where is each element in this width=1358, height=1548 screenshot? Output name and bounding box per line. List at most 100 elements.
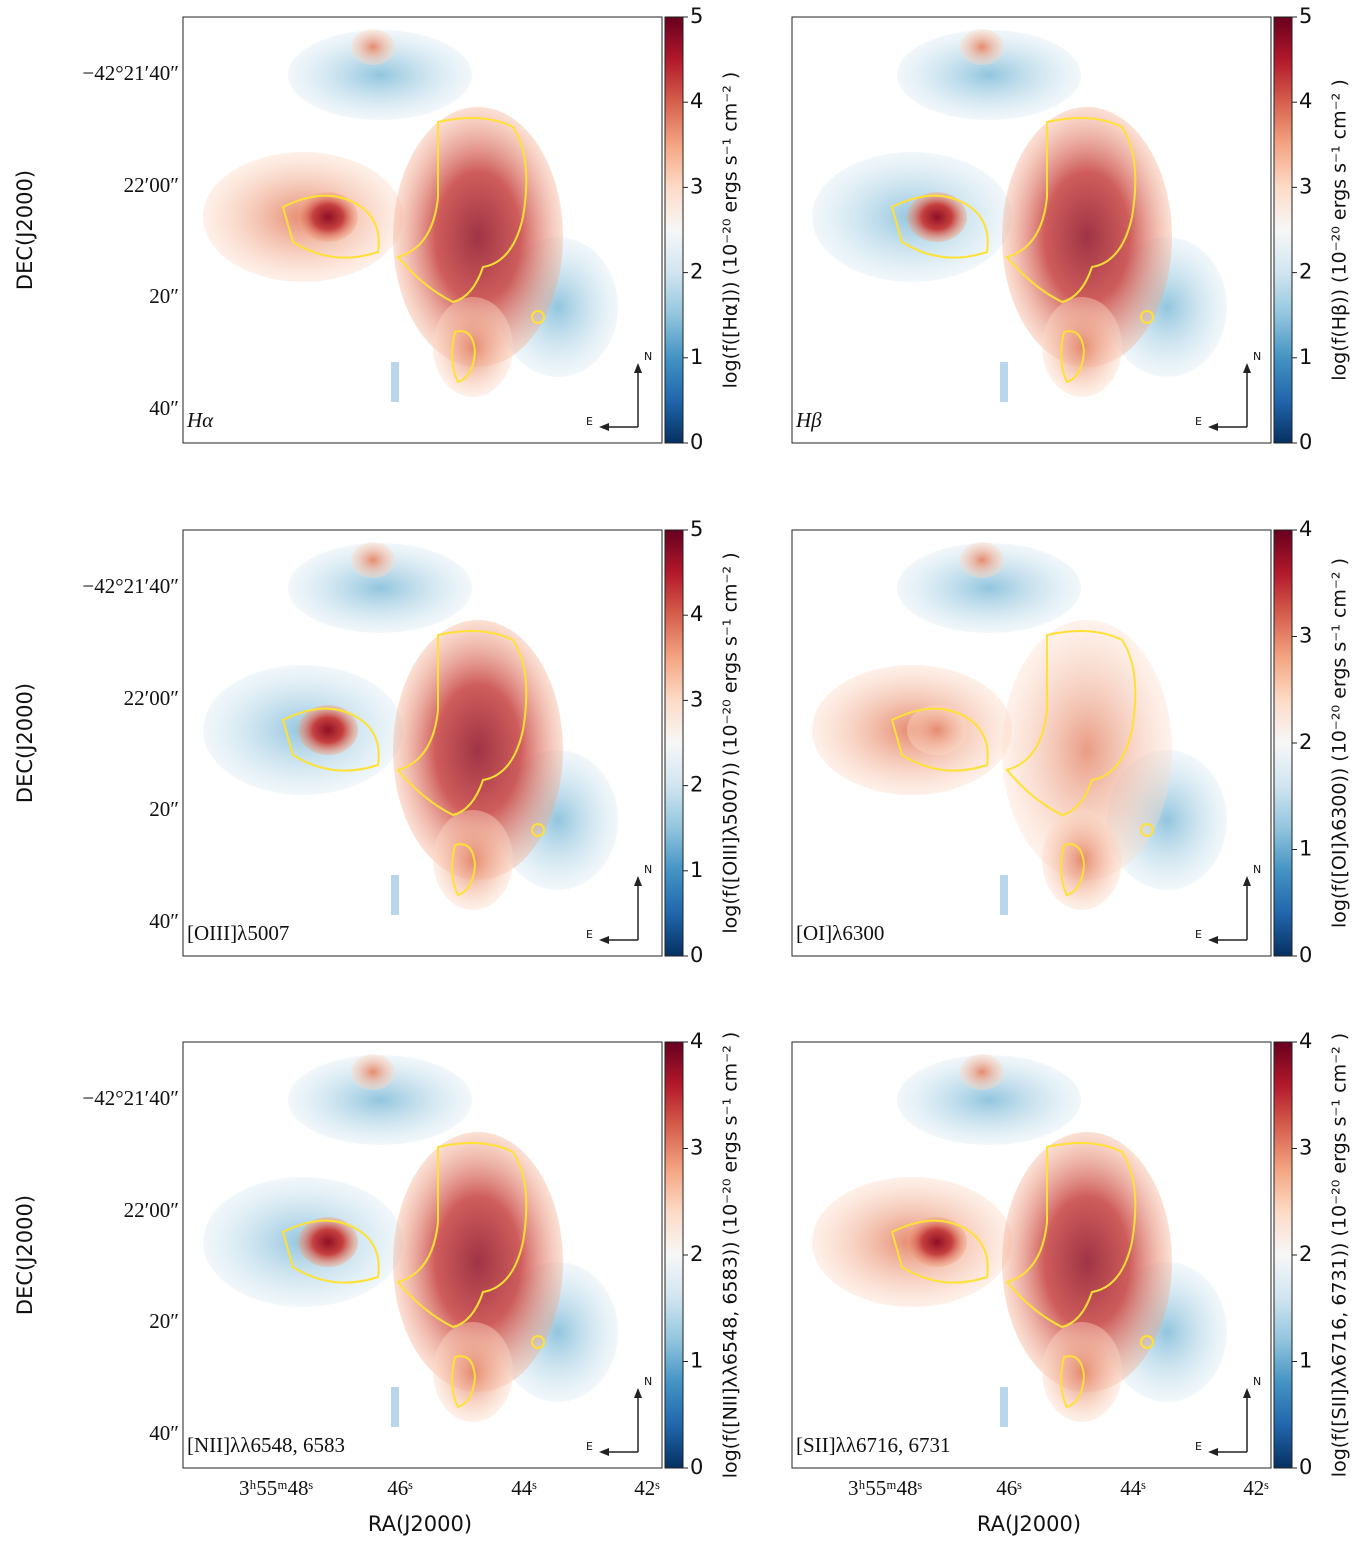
dec-axis-label: DEC(J2000) — [13, 1195, 37, 1315]
contour — [1140, 823, 1154, 837]
dec-tick-label: 20″ — [149, 1309, 179, 1333]
emission-region — [393, 1132, 563, 1392]
colorbar-tick-label: 5 — [1299, 4, 1312, 28]
contour — [1060, 330, 1086, 384]
contour — [1005, 117, 1137, 304]
colorbar-tick-label: 1 — [690, 1349, 703, 1373]
emission-region — [907, 1217, 967, 1267]
contour — [531, 310, 545, 324]
ra-tick-label: 46ˢ — [387, 1476, 413, 1500]
colorbar — [1273, 16, 1293, 444]
compass-arrowhead — [599, 423, 609, 431]
compass-arrowhead — [1208, 423, 1218, 431]
colorbar-tick-label: 0 — [690, 1455, 703, 1479]
contour — [531, 1335, 545, 1349]
ra-tick-label: 42ˢ — [1243, 1476, 1269, 1500]
emission-region — [897, 1055, 1081, 1145]
contour — [890, 707, 989, 772]
colorbar-tick-label: 4 — [1299, 89, 1312, 113]
colorbar-tick-label: 1 — [1299, 1349, 1312, 1373]
colorbar-tick-label: 3 — [1299, 624, 1312, 648]
dec-tick-label: 40″ — [149, 396, 179, 420]
emission-region — [433, 810, 513, 910]
compass-north: N — [644, 863, 652, 876]
colorbar-tick-label: 4 — [690, 602, 703, 626]
compass-arrowhead — [634, 1388, 642, 1398]
compass-north: N — [1253, 350, 1261, 363]
panel-label: [NII]λλ6548, 6583 — [187, 1433, 345, 1457]
colorbar-tick-label: 3 — [690, 1136, 703, 1160]
colorbar-tick-label: 4 — [1299, 517, 1312, 541]
emission-region — [298, 705, 358, 755]
colorbar-tick-label: 0 — [1299, 943, 1312, 967]
emission-region — [907, 192, 967, 242]
masked-strip — [391, 875, 399, 915]
emission-region — [288, 543, 472, 633]
colorbar-tick-label: 3 — [690, 174, 703, 198]
panel-label: [SII]λλ6716, 6731 — [796, 1433, 951, 1457]
contour — [451, 843, 477, 897]
map-frame — [791, 1041, 1272, 1469]
colorbar — [1273, 529, 1293, 957]
contour — [396, 1142, 528, 1329]
ra-tick-label: 42ˢ — [634, 1476, 660, 1500]
panel-label: [OIII]λ5007 — [187, 921, 289, 945]
map-frame — [182, 16, 663, 444]
colorbar — [664, 16, 684, 444]
colorbar-tick-label: 4 — [690, 1029, 703, 1053]
colorbar-tick-label: 3 — [1299, 174, 1312, 198]
contour — [1140, 1335, 1154, 1349]
emission-region — [960, 1054, 1004, 1090]
contour — [281, 707, 380, 772]
ra-tick-label: 3ʰ55ᵐ48ˢ — [848, 1476, 923, 1500]
colorbar — [664, 1041, 684, 1469]
ra-tick-label: 44ˢ — [511, 1476, 537, 1500]
colorbar-tick-label: 5 — [690, 517, 703, 541]
map-panel: N E Hα — [182, 16, 663, 444]
compass-east: E — [586, 928, 593, 941]
compass-east: E — [1195, 415, 1202, 428]
contour — [451, 330, 477, 384]
masked-strip — [391, 362, 399, 402]
contour — [1140, 310, 1154, 324]
contour — [396, 117, 528, 304]
compass-arrowhead — [1208, 1448, 1218, 1456]
emission-region — [897, 543, 1081, 633]
compass-arrowhead — [1243, 363, 1251, 373]
emission-region — [393, 620, 563, 880]
contour — [890, 1219, 989, 1284]
colorbar-label: log(f([OIII]λ5007)) (10⁻²⁰ ergs s⁻¹ cm⁻²… — [720, 552, 742, 933]
colorbar — [664, 529, 684, 957]
emission-region — [1042, 810, 1122, 910]
contour — [451, 1355, 477, 1409]
panel-label: [OI]λ6300 — [796, 921, 884, 945]
map-frame — [182, 529, 663, 957]
colorbar-tick-label: 1 — [690, 345, 703, 369]
colorbar-tick-label: 3 — [690, 687, 703, 711]
emission-region — [351, 542, 395, 578]
colorbar-tick-label: 0 — [690, 430, 703, 454]
emission-region — [288, 1055, 472, 1145]
emission-region — [351, 29, 395, 65]
compass-arrowhead — [1243, 876, 1251, 886]
contour — [281, 194, 380, 259]
compass-east: E — [1195, 1440, 1202, 1453]
emission-region — [1002, 1132, 1172, 1392]
contour — [1005, 1142, 1137, 1329]
emission-region — [433, 1322, 513, 1422]
contour — [281, 1219, 380, 1284]
emission-region — [1002, 620, 1172, 880]
panel-label: Hα — [186, 408, 214, 432]
compass-arrowhead — [634, 876, 642, 886]
contour — [890, 194, 989, 259]
colorbar-tick-label: 1 — [1299, 345, 1312, 369]
map-frame — [182, 1041, 663, 1469]
emission-region — [907, 705, 967, 755]
dec-tick-label: −42°21′40″ — [82, 1086, 179, 1110]
colorbar-label: log(f(Hβ)) (10⁻²⁰ ergs s⁻¹ cm⁻² ) — [1329, 79, 1351, 380]
emission-region — [298, 192, 358, 242]
colorbar-tick-label: 1 — [690, 858, 703, 882]
colorbar-label: log(f([NII]λλ6548, 6583)) (10⁻²⁰ ergs s⁻… — [720, 1032, 742, 1479]
colorbar-label: log(f([OI]λ6300)) (10⁻²⁰ ergs s⁻¹ cm⁻² ) — [1329, 558, 1351, 928]
masked-strip — [1000, 1387, 1008, 1427]
